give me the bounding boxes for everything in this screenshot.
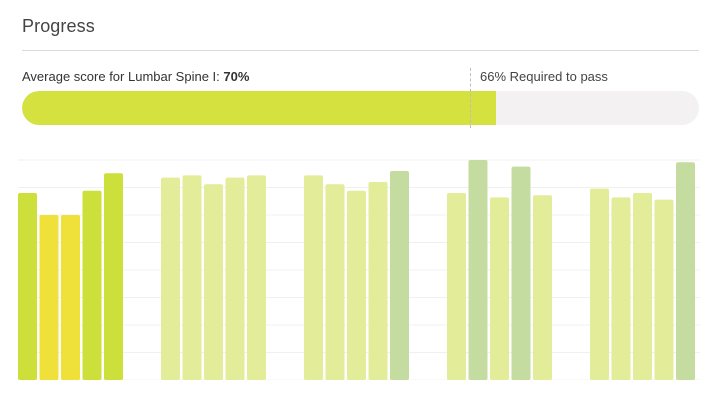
title-divider bbox=[22, 50, 699, 51]
chart-bar[interactable] bbox=[590, 188, 609, 380]
chart-bar[interactable] bbox=[325, 184, 345, 380]
chart-bar[interactable] bbox=[490, 197, 509, 380]
pass-requirement-label: 66% Required to pass bbox=[480, 69, 608, 84]
chart-bar[interactable] bbox=[204, 184, 223, 380]
pass-threshold-marker bbox=[470, 68, 471, 128]
chart-bar[interactable] bbox=[347, 190, 366, 380]
chart-bar[interactable] bbox=[447, 193, 466, 380]
chart-bar[interactable] bbox=[104, 173, 123, 380]
chart-bar[interactable] bbox=[611, 197, 631, 380]
chart-bar[interactable] bbox=[533, 195, 552, 380]
progress-bar-fill bbox=[22, 91, 496, 125]
average-score-value: 70% bbox=[223, 69, 250, 84]
chart-bar[interactable] bbox=[225, 177, 245, 380]
chart-bar[interactable] bbox=[39, 215, 59, 380]
scores-bar-chart bbox=[18, 148, 700, 380]
progress-bar-track bbox=[22, 91, 699, 125]
average-score-text: Average score for Lumbar Spine I: bbox=[22, 69, 220, 84]
chart-bar[interactable] bbox=[18, 193, 37, 380]
chart-bar[interactable] bbox=[654, 199, 674, 380]
page-title: Progress bbox=[22, 16, 95, 36]
chart-bar[interactable] bbox=[368, 182, 388, 380]
chart-bar[interactable] bbox=[468, 160, 488, 380]
chart-bar[interactable] bbox=[676, 162, 695, 380]
average-score-label: Average score for Lumbar Spine I: 70% bbox=[22, 69, 249, 84]
chart-bar[interactable] bbox=[247, 175, 266, 380]
chart-bar[interactable] bbox=[511, 166, 531, 380]
chart-bar[interactable] bbox=[633, 193, 652, 380]
chart-bar[interactable] bbox=[82, 190, 102, 380]
chart-bar[interactable] bbox=[161, 177, 180, 380]
chart-bar[interactable] bbox=[182, 175, 202, 380]
chart-bar[interactable] bbox=[304, 175, 323, 380]
chart-bar[interactable] bbox=[61, 215, 80, 380]
chart-bar[interactable] bbox=[390, 171, 409, 380]
